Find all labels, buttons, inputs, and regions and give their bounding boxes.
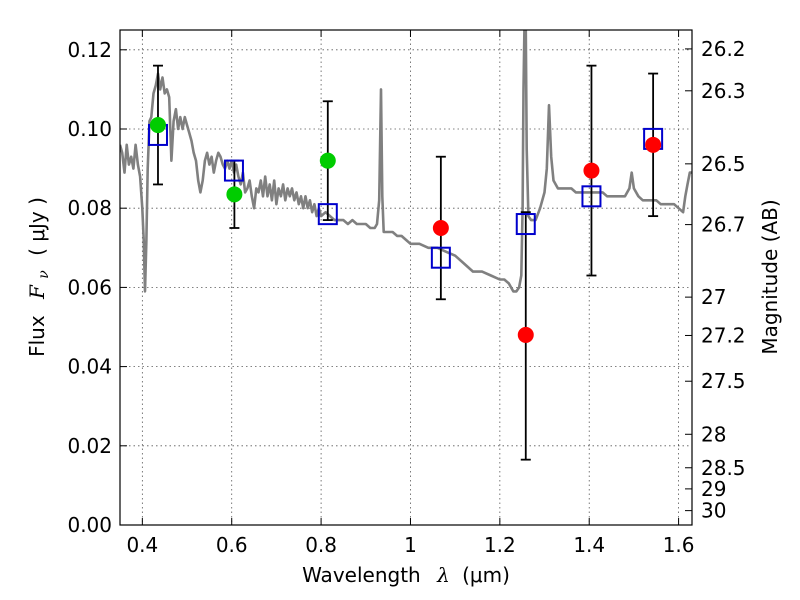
- right-tick-label: 27.5: [701, 369, 746, 393]
- y-tick-label: 0.04: [67, 355, 112, 379]
- right-axis-label: Magnitude (AB): [758, 199, 782, 354]
- model-photometry-square: [317, 203, 338, 226]
- y-tick-label: 0.06: [67, 275, 112, 299]
- y-tick-label: 0.02: [67, 434, 112, 458]
- y-axis-label-unit: ( μJy ): [25, 197, 49, 256]
- right-tick-label: 26.7: [701, 213, 746, 237]
- right-tick-label: 29: [701, 477, 726, 501]
- axis-ticks: 0.4 0.6 0.8 1 1.2 1.4 1.6 0.00 0.02 0.04 0.06 0.08 0…: [67, 30, 746, 557]
- y-axis-label: Flux F ν ( μJy ): [25, 197, 53, 357]
- model-photometry-square: [223, 159, 244, 182]
- observed-point: [226, 186, 243, 203]
- model-photometry-square: [581, 185, 602, 208]
- right-tick-label: 27: [701, 285, 726, 309]
- observed-point: [517, 326, 534, 343]
- y-tick-label: 0.08: [67, 196, 112, 220]
- x-tick-label: 0.4: [126, 533, 158, 557]
- right-tick-label: 26.3: [701, 79, 746, 103]
- right-tick-label: 26.5: [701, 152, 746, 176]
- observed-point: [319, 152, 336, 169]
- y-axis-label-symbol: F: [25, 284, 49, 300]
- x-axis-label-prefix: Wavelength: [302, 563, 421, 587]
- observed-point: [432, 220, 449, 236]
- plot-frame: [119, 29, 693, 526]
- observed-point: [645, 136, 662, 153]
- observed-point: [149, 117, 166, 134]
- observed-point: [583, 162, 600, 179]
- x-tick-label: 1: [404, 533, 417, 557]
- x-axis-label: Wavelength λ (μm): [302, 563, 510, 587]
- x-axis-label-unit: (μm): [462, 563, 510, 587]
- y-tick-label: 0.00: [67, 513, 112, 537]
- spectrum-line: [120, 30, 692, 293]
- y-axis-label-prefix: Flux: [25, 315, 49, 357]
- right-tick-label: 28.5: [701, 456, 746, 480]
- x-tick-label: 0.8: [305, 533, 337, 557]
- grid-lines: [120, 30, 692, 526]
- x-tick-label: 1.6: [663, 533, 695, 557]
- plot-area: [120, 30, 692, 461]
- y-axis-label-subscript: ν: [36, 270, 52, 279]
- model-photometry-square: [515, 213, 536, 236]
- x-tick-label: 1.4: [573, 533, 605, 557]
- x-tick-label: 1.2: [484, 533, 516, 557]
- right-tick-label: 27.2: [701, 323, 746, 347]
- x-axis-label-symbol: λ: [436, 563, 450, 587]
- right-tick-label: 30: [701, 499, 726, 523]
- x-tick-label: 0.6: [216, 533, 248, 557]
- model-photometry-square: [430, 246, 451, 269]
- right-tick-label: 28: [701, 422, 726, 446]
- y-tick-label: 0.12: [67, 38, 112, 62]
- y-tick-label: 0.10: [67, 117, 112, 141]
- right-tick-label: 26.2: [701, 37, 746, 61]
